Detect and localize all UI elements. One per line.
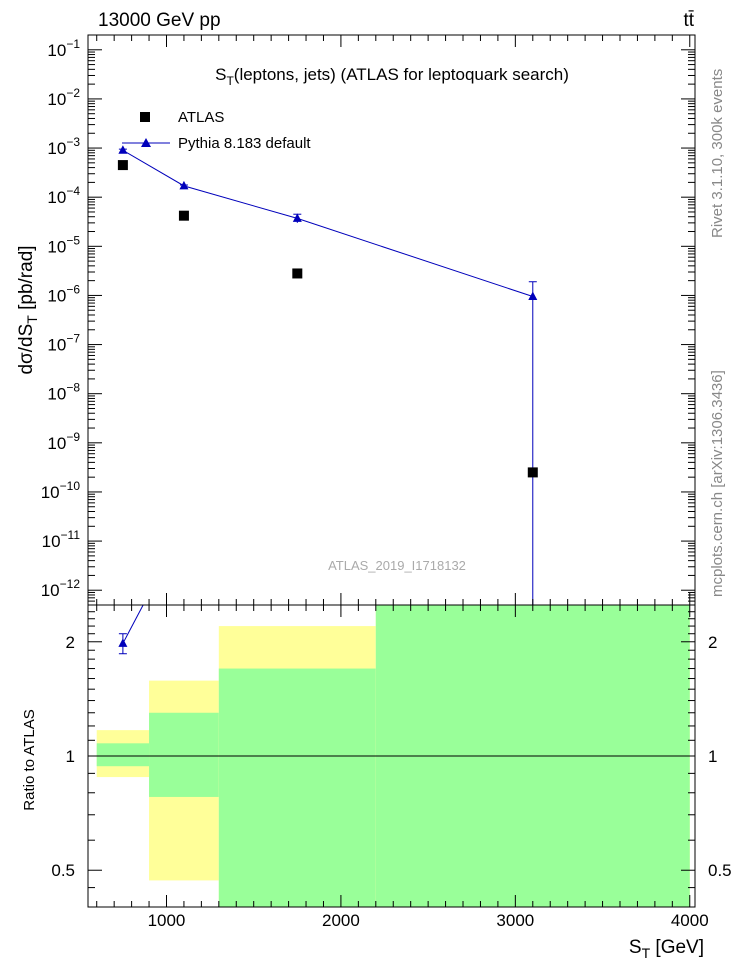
ratio-y-tick-label-right: 2	[708, 633, 717, 652]
stat-uncertainty-band	[218, 668, 376, 907]
rivet-label: Rivet 3.1.10, 300k events	[709, 69, 726, 238]
legend-label-pythia: Pythia 8.183 default	[178, 135, 311, 152]
y-tick-label: 10−7	[47, 332, 80, 355]
y-tick-label: 10−6	[47, 282, 80, 305]
mcplots-label: mcplots.cern.ch [arXiv:1306.3436]	[709, 370, 726, 597]
ratio-y-axis-label: Ratio to ATLAS	[21, 709, 38, 810]
y-tick-label: 10−8	[47, 381, 80, 404]
ratio-y-tick-label: 0.5	[51, 861, 75, 880]
y-tick-label: 10−12	[41, 577, 81, 600]
ratio-y-tick-label: 1	[66, 747, 75, 766]
atlas-point	[292, 268, 303, 279]
ratio-pythia-point	[118, 638, 128, 647]
y-tick-label: 10−2	[47, 86, 80, 109]
atlas-point	[527, 467, 538, 478]
x-tick-label: 3000	[496, 911, 534, 930]
process-label: tt̄	[683, 10, 694, 31]
y-tick-label: 10−5	[47, 233, 80, 256]
pythia-point	[179, 180, 189, 190]
x-tick-label: 4000	[671, 911, 709, 930]
ratio-y-tick-label: 2	[66, 633, 75, 652]
legend-marker-pythia	[141, 138, 151, 147]
y-tick-label: 10−9	[47, 430, 80, 453]
y-tick-label: 10−10	[41, 479, 81, 502]
y-tick-label: 10−11	[42, 528, 81, 551]
atlas-point	[178, 210, 189, 221]
analysis-id: ATLAS_2019_I1718132	[328, 558, 466, 573]
x-tick-label: 2000	[322, 911, 360, 930]
legend-marker-atlas	[140, 112, 150, 122]
y-tick-label: 10−3	[47, 135, 80, 158]
y-tick-label: 10−1	[47, 37, 80, 60]
pythia-point	[292, 213, 302, 222]
legend: ATLAS Pythia 8.183 default	[122, 109, 311, 152]
chart-title: ST(leptons, jets) (ATLAS for leptoquark …	[215, 65, 569, 88]
pythia-point	[528, 291, 538, 301]
pythia-point	[118, 145, 128, 154]
x-axis-label: ST [GeV]	[629, 937, 704, 961]
legend-label-atlas: ATLAS	[178, 109, 224, 126]
x-tick-label: 1000	[148, 911, 186, 930]
ratio-pythia-line	[122, 604, 144, 644]
pythia-line	[122, 149, 533, 298]
ratio-y-tick-label-right: 1	[708, 747, 717, 766]
ratio-y-tick-label-right: 0.5	[708, 861, 732, 880]
stat-uncertainty-band	[149, 712, 219, 797]
y-tick-label: 10−4	[47, 184, 80, 207]
energy-label: 13000 GeV pp	[98, 10, 221, 31]
y-axis-label: dσ/dST [pb/rad]	[16, 245, 40, 374]
stat-uncertainty-band	[96, 743, 150, 767]
atlas-point	[117, 160, 128, 171]
